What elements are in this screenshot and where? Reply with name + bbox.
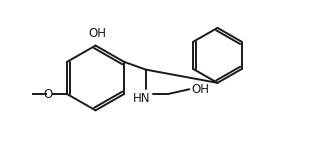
Text: HN: HN (133, 92, 151, 105)
Text: O: O (43, 88, 52, 101)
Text: OH: OH (191, 83, 209, 96)
Text: OH: OH (89, 27, 107, 40)
